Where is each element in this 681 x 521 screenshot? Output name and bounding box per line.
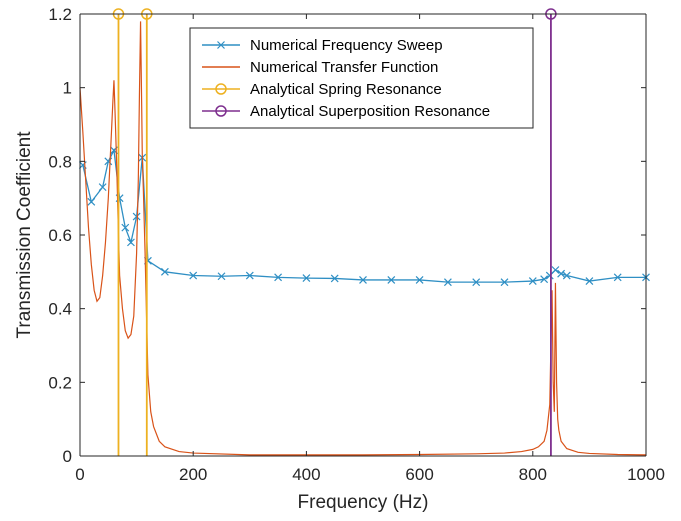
legend-entry: Numerical Frequency Sweep [202, 37, 443, 54]
data-point-marker [415, 276, 424, 284]
data-point-marker [245, 271, 254, 280]
y-tick-label: 1 [63, 79, 72, 98]
y-axis-label: Transmission Coefficient [14, 131, 35, 339]
data-point-marker [127, 238, 135, 247]
x-tick-label: 600 [405, 465, 433, 484]
legend-entry: Numerical Transfer Function [202, 59, 438, 76]
y-tick-label: 0.4 [48, 300, 72, 319]
x-tick-label: 800 [519, 465, 547, 484]
y-tick-label: 1.2 [48, 5, 72, 24]
data-point-marker [551, 266, 560, 274]
data-point-marker [562, 271, 571, 280]
x-tick-label: 200 [179, 465, 207, 484]
data-point-marker [132, 212, 141, 221]
series-layer [78, 8, 650, 456]
data-point-marker [274, 273, 283, 282]
series-line [79, 21, 647, 456]
legend-label: Analytical Superposition Resonance [250, 103, 490, 120]
data-point-marker [528, 277, 537, 285]
legend-entry: Analytical Superposition Resonance [202, 103, 490, 120]
data-point-marker [387, 276, 396, 284]
legend-entry: Analytical Spring Resonance [202, 81, 442, 98]
legend: Numerical Frequency Sweep Numerical Trans… [189, 27, 534, 129]
data-point-marker [217, 272, 226, 281]
data-point-marker [302, 274, 311, 283]
series-0 [78, 146, 650, 287]
y-tick-label: 0.6 [48, 226, 72, 245]
data-point-marker [330, 274, 339, 283]
legend-marker [215, 105, 227, 117]
y-tick-label: 0.8 [48, 152, 72, 171]
x-axis-label: Frequency (Hz) [298, 492, 429, 513]
legend-marker [215, 83, 227, 95]
data-point-marker [98, 183, 107, 192]
data-point-marker [160, 267, 169, 276]
x-tick-label: 400 [292, 465, 320, 484]
data-point-marker [500, 278, 509, 287]
y-tick-label: 0.2 [48, 373, 72, 392]
series-1 [79, 21, 647, 456]
legend-label: Analytical Spring Resonance [250, 81, 442, 98]
data-point-marker [540, 275, 549, 284]
data-point-marker [585, 277, 594, 285]
data-point-marker [189, 271, 198, 280]
data-point-marker [359, 276, 367, 284]
x-tick-label: 0 [75, 465, 84, 484]
legend-label: Numerical Frequency Sweep [250, 37, 443, 54]
y-tick-label: 0 [63, 447, 72, 466]
legend-box [189, 27, 534, 129]
data-point-marker [121, 223, 130, 232]
legend-marker [217, 41, 225, 49]
legend-label: Numerical Transfer Function [250, 59, 438, 76]
data-point-marker [557, 269, 566, 278]
data-point-marker [87, 197, 96, 206]
data-point-marker [472, 278, 481, 287]
x-tick-label: 1000 [627, 465, 665, 484]
axes-layer: 0 200 400 600 800 1000 0 0.2 0.4 0.6 0.8 1 1.2 [48, 5, 665, 484]
data-point-marker [613, 273, 622, 282]
data-point-marker [443, 278, 452, 287]
